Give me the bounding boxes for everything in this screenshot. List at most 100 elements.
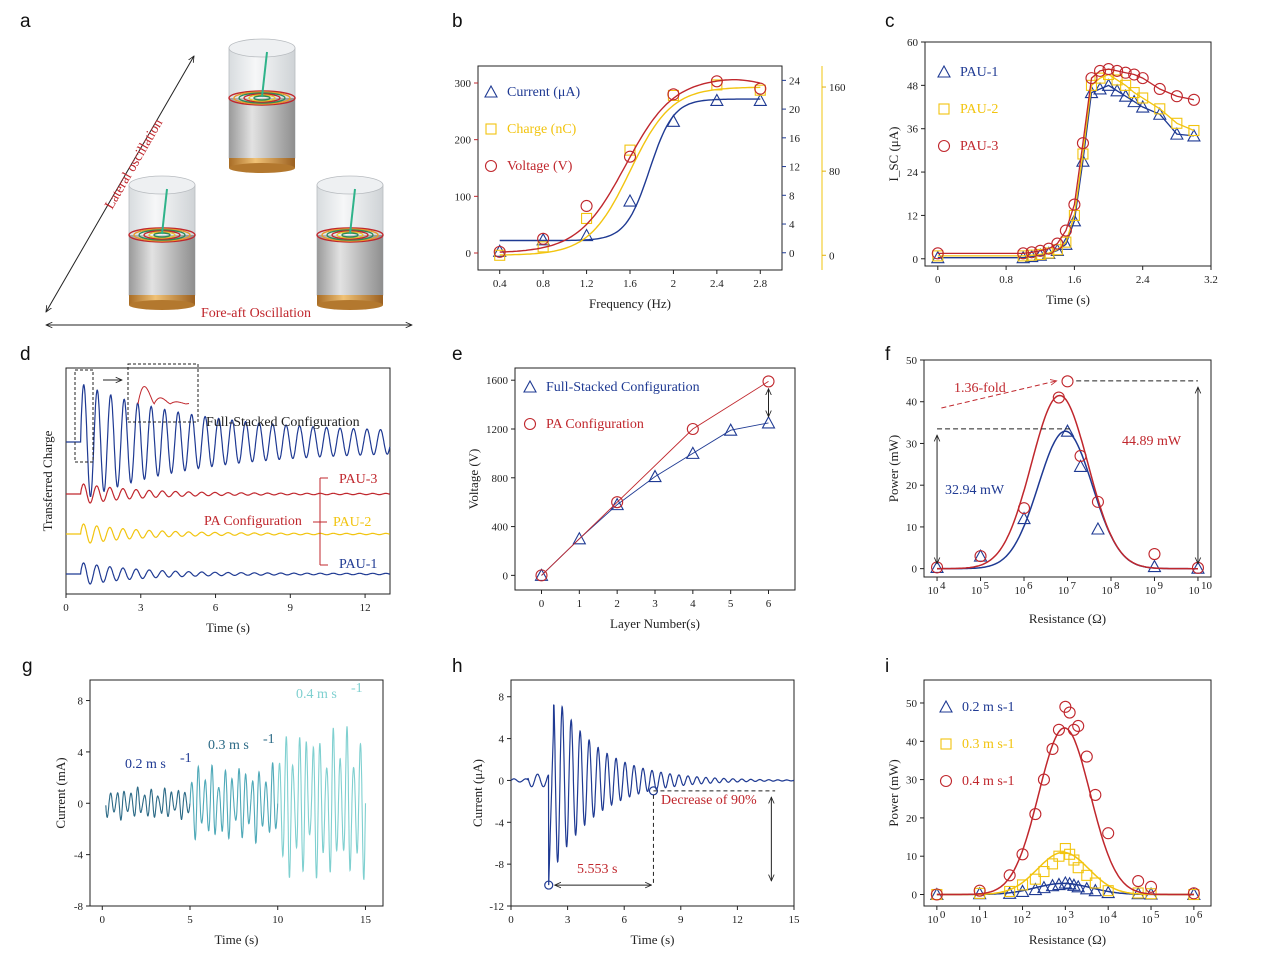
circle-marker: [1093, 64, 1107, 77]
plot-frame: [65, 367, 391, 595]
series-line: [66, 562, 390, 585]
x-axis-title: Resistance (Ω): [1029, 611, 1106, 626]
square-marker: [1051, 244, 1063, 256]
circle-marker: [667, 88, 680, 101]
x-tick-label: 6: [621, 914, 627, 926]
series-line: [66, 483, 390, 504]
square-marker: [1046, 858, 1059, 870]
triangle-marker: [1135, 99, 1150, 113]
x-tick-label: 10: [1101, 585, 1113, 597]
square-marker: [1120, 79, 1132, 91]
glass-top: [316, 175, 384, 195]
circle-marker: [762, 375, 775, 388]
y-tick-label: 4: [789, 219, 795, 231]
y-tick-label: 4: [78, 747, 84, 759]
circle-marker: [1119, 66, 1132, 79]
legend-label: 0.3 m s-1: [962, 737, 1015, 752]
x-tick-exponent: 4: [940, 580, 946, 592]
x-tick-label: 9: [288, 602, 294, 614]
circle-marker: [1144, 880, 1158, 893]
legend-marker: [484, 159, 498, 173]
circle-marker: [1016, 848, 1029, 861]
y-tick-label: 12: [907, 210, 918, 222]
x-tick-label: 1.6: [623, 278, 637, 290]
plot-frame: [514, 367, 796, 591]
circle-marker: [611, 496, 624, 509]
x-tick-label: 10: [1013, 914, 1025, 926]
y-tick-label: 20: [906, 480, 918, 492]
chart-h: 0 3 6 9 12 15 -12 -8 -4 0 4 8 Time (s) Current (μA) De…: [470, 679, 800, 947]
triangle-marker: [648, 469, 662, 483]
triangle-marker: [753, 93, 768, 107]
lateral-arrow: [46, 56, 194, 312]
pa-config-label: PA Configuration: [204, 514, 302, 529]
circle-marker: [1111, 64, 1124, 77]
circle-marker: [1059, 224, 1072, 237]
circle-marker: [623, 150, 637, 163]
chart-g: 0 5 10 15 -8 -4 0 4 8 Time (s) Current (mA) 0.2 m s…: [53, 679, 384, 947]
x-tick-label: 2: [614, 598, 620, 610]
legend-label: PAU-1: [960, 65, 998, 80]
legend-label: Current (μA): [507, 85, 581, 100]
y-tick-label: 36: [907, 124, 919, 136]
y-tick-label: 0: [78, 798, 84, 810]
y-tick-label: 0: [503, 570, 509, 582]
y-tick-label: 16: [789, 133, 801, 145]
series-line: [105, 786, 191, 821]
pau1-label: PAU-1: [339, 557, 377, 572]
pendulum-rod: [261, 51, 268, 98]
circle-marker: [1051, 237, 1064, 250]
circle-marker: [1076, 137, 1089, 150]
x-tick-exponent: 6: [1197, 909, 1203, 921]
y-tick-label: 40: [906, 397, 918, 409]
y-tick-label: 0: [912, 564, 918, 576]
triangle-marker: [1028, 882, 1043, 896]
x-tick-label: 10: [1058, 585, 1070, 597]
gold-base-bottom: [317, 300, 383, 310]
y-tick-label: 0: [789, 248, 795, 260]
speed-label-sup: -1: [263, 732, 275, 747]
circle-marker: [1153, 82, 1166, 96]
y-axis-title: Power (mW): [886, 435, 901, 503]
triangle-marker: [709, 93, 724, 107]
triangle-marker: [930, 250, 945, 264]
legend-label: PAU-2: [960, 102, 998, 117]
gold-base-bottom: [129, 300, 195, 310]
x-tick-label: 12: [732, 914, 743, 926]
y-tick-label: 160: [829, 82, 846, 94]
x-tick-label: 5: [187, 914, 193, 926]
y-tick-label: 1600: [486, 375, 509, 387]
legend-marker: [937, 64, 951, 78]
panel-label-e: e: [452, 344, 463, 365]
triangle-marker: [1101, 885, 1116, 899]
y-tick-label: 48: [907, 80, 919, 92]
x-tick-label: 10: [1188, 585, 1200, 597]
y-tick-label: 20: [906, 813, 918, 825]
speed-label: 0.3 m s: [208, 738, 249, 753]
triangle-marker: [1066, 878, 1081, 891]
series-line: [541, 381, 769, 576]
legend-marker: [523, 379, 537, 393]
square-marker: [1029, 873, 1041, 885]
y-tick-label: -8: [74, 901, 84, 913]
y-tick-label: 1200: [486, 424, 509, 436]
x-tick-label: 0: [100, 914, 106, 926]
circle-marker: [1052, 723, 1065, 736]
square-marker: [1094, 72, 1106, 84]
y-tick-label: 20: [789, 104, 801, 116]
x-tick-label: 10: [928, 585, 940, 597]
speed-label: 0.2 m s: [125, 757, 166, 772]
y-tick-label: 800: [492, 473, 509, 485]
triangle-marker: [1079, 881, 1094, 895]
legend-label: PAU-3: [960, 139, 998, 154]
chart-e: 0 1 2 3 4 5 6 0 400 800 1200 1600 Layer Number(s) Vol…: [466, 367, 796, 631]
legend-label: Voltage (V): [507, 159, 573, 174]
circle-marker: [1017, 247, 1030, 260]
x-tick-label: 12: [360, 602, 371, 614]
square-marker: [1089, 877, 1101, 889]
y-tick-label: 10: [906, 851, 918, 863]
square-marker: [1016, 879, 1029, 891]
x-tick-label: 6: [766, 598, 772, 610]
circle-marker: [973, 884, 986, 897]
square-marker: [1038, 865, 1050, 878]
